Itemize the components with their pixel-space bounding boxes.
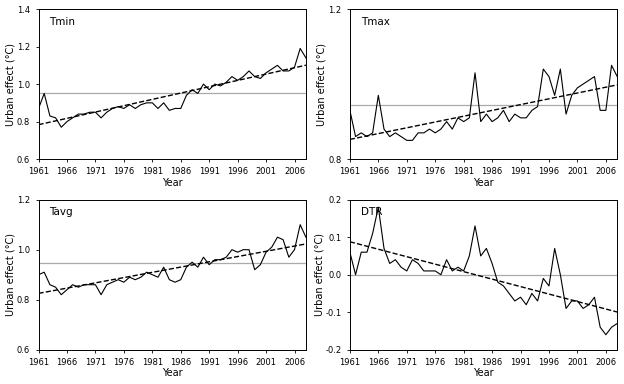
Text: DTR: DTR bbox=[361, 207, 382, 217]
Y-axis label: Urban effect (°C): Urban effect (°C) bbox=[6, 233, 16, 316]
X-axis label: Year: Year bbox=[162, 368, 182, 379]
Y-axis label: Urban effect (°C): Urban effect (°C) bbox=[314, 233, 324, 316]
X-axis label: Year: Year bbox=[473, 178, 494, 188]
Text: Tmin: Tmin bbox=[49, 17, 76, 26]
Y-axis label: Urban effect (°C): Urban effect (°C) bbox=[6, 43, 16, 126]
Y-axis label: Urban effect (°C): Urban effect (°C) bbox=[317, 43, 327, 126]
X-axis label: Year: Year bbox=[473, 368, 494, 379]
Text: Tmax: Tmax bbox=[361, 17, 389, 26]
Text: Tavg: Tavg bbox=[49, 207, 73, 217]
X-axis label: Year: Year bbox=[162, 178, 182, 188]
